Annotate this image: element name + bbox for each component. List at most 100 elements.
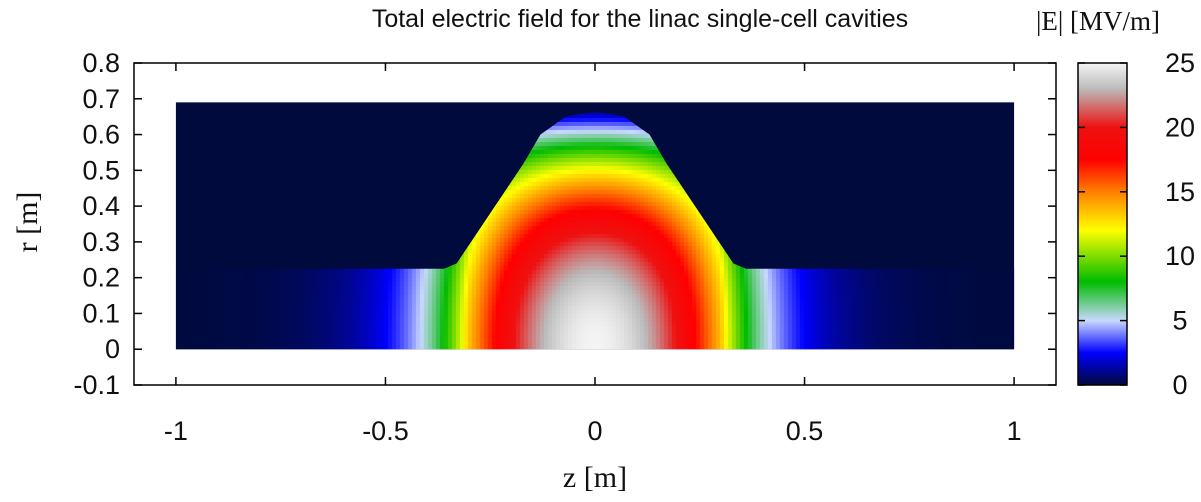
field-cell bbox=[231, 329, 237, 335]
field-cell bbox=[407, 289, 413, 295]
field-cell bbox=[219, 313, 225, 319]
field-cell bbox=[479, 317, 485, 323]
field-cell bbox=[327, 325, 333, 331]
field-cell bbox=[311, 309, 317, 315]
field-cell bbox=[355, 273, 361, 279]
field-cell bbox=[311, 297, 317, 303]
field-cell bbox=[475, 269, 481, 275]
field-cell bbox=[475, 321, 481, 327]
field-cell bbox=[459, 345, 465, 350]
field-cell bbox=[423, 301, 429, 307]
field-cell bbox=[459, 253, 465, 259]
field-cell bbox=[407, 309, 413, 315]
field-cell bbox=[455, 285, 461, 291]
field-cell bbox=[247, 289, 253, 295]
field-cell bbox=[479, 301, 485, 307]
field-cell bbox=[223, 273, 229, 279]
field-cell bbox=[267, 313, 273, 319]
field-cell bbox=[227, 317, 233, 323]
field-cell bbox=[299, 325, 305, 331]
field-cell bbox=[499, 249, 505, 255]
field-cell bbox=[271, 289, 277, 295]
field-cell bbox=[363, 321, 369, 327]
field-cell bbox=[283, 289, 289, 295]
field-cell bbox=[307, 269, 313, 275]
field-cell bbox=[287, 301, 293, 307]
field-cell bbox=[459, 269, 465, 275]
field-cell bbox=[455, 313, 461, 319]
field-cell bbox=[251, 273, 257, 279]
field-cell bbox=[191, 285, 197, 291]
field-cell bbox=[471, 293, 477, 299]
field-cell bbox=[179, 341, 185, 347]
field-cell bbox=[223, 277, 229, 283]
field-cell bbox=[455, 301, 461, 307]
field-cell bbox=[231, 309, 237, 315]
field-cell bbox=[367, 313, 373, 319]
field-cell bbox=[435, 293, 441, 299]
field-cell bbox=[391, 297, 397, 303]
field-cell bbox=[479, 337, 485, 343]
field-cell bbox=[471, 281, 477, 287]
field-cell bbox=[223, 333, 229, 339]
field-cell bbox=[451, 345, 457, 350]
field-cell bbox=[479, 229, 485, 235]
field-cell bbox=[303, 285, 309, 291]
field-cell bbox=[275, 309, 281, 315]
field-cell bbox=[479, 257, 485, 263]
field-cell bbox=[419, 329, 425, 335]
field-cell bbox=[491, 261, 497, 267]
field-cell bbox=[491, 273, 497, 279]
field-cell bbox=[267, 289, 273, 295]
field-cell bbox=[367, 281, 373, 287]
field-cell bbox=[463, 305, 469, 311]
field-cell bbox=[443, 337, 449, 343]
field-cell bbox=[215, 293, 221, 299]
field-cell bbox=[247, 281, 253, 287]
field-cell bbox=[207, 285, 213, 291]
field-cell bbox=[379, 293, 385, 299]
field-cell bbox=[315, 345, 321, 350]
field-cell bbox=[223, 329, 229, 335]
field-cell bbox=[491, 237, 497, 243]
field-cell bbox=[495, 229, 501, 235]
field-cell bbox=[307, 313, 313, 319]
field-cell bbox=[175, 305, 181, 311]
field-cell bbox=[275, 273, 281, 279]
field-cell bbox=[363, 269, 369, 275]
field-cell bbox=[391, 317, 397, 323]
field-cell bbox=[263, 305, 269, 311]
field-cell bbox=[335, 341, 341, 347]
field-cell bbox=[183, 337, 189, 343]
field-cell bbox=[459, 305, 465, 311]
field-cell bbox=[459, 337, 465, 343]
field-cell bbox=[291, 285, 297, 291]
field-cell bbox=[231, 337, 237, 343]
field-cell bbox=[303, 273, 309, 279]
field-cell bbox=[303, 313, 309, 319]
field-cell bbox=[323, 325, 329, 331]
field-cell bbox=[435, 269, 441, 275]
field-cell bbox=[179, 317, 185, 323]
field-cell bbox=[179, 281, 185, 287]
field-cell bbox=[311, 325, 317, 331]
field-cell bbox=[459, 309, 465, 315]
field-cell bbox=[303, 309, 309, 315]
field-cell bbox=[199, 277, 205, 283]
field-cell bbox=[447, 317, 453, 323]
field-cell bbox=[331, 301, 337, 307]
field-cell bbox=[439, 293, 445, 299]
field-cell bbox=[339, 285, 345, 291]
field-cell bbox=[451, 337, 457, 343]
field-cell bbox=[439, 337, 445, 343]
field-cell bbox=[479, 277, 485, 283]
field-cell bbox=[419, 269, 425, 275]
field-cell bbox=[403, 345, 409, 350]
field-cell bbox=[359, 309, 365, 315]
field-cell bbox=[471, 301, 477, 307]
field-cell bbox=[491, 317, 497, 323]
field-cell bbox=[291, 289, 297, 295]
field-cell bbox=[283, 277, 289, 283]
field-cell bbox=[399, 277, 405, 283]
field-cell bbox=[487, 281, 493, 287]
